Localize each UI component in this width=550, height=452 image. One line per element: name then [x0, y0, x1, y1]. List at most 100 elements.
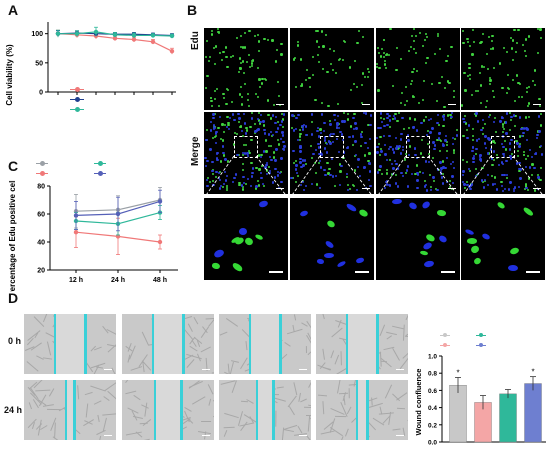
blue-nucleus	[364, 141, 367, 145]
panel-a-legend-swatch	[70, 106, 84, 112]
green-nucleus	[539, 28, 542, 31]
green-nucleus	[342, 40, 345, 43]
green-nucleus	[348, 188, 352, 191]
cell-texture	[46, 409, 61, 411]
green-nucleus	[220, 160, 223, 163]
blue-nucleus	[206, 185, 209, 188]
green-nucleus	[258, 78, 261, 81]
cell-texture	[317, 395, 327, 397]
green-nucleus	[332, 69, 335, 72]
green-nucleus	[217, 126, 220, 129]
edu-micrograph	[376, 28, 460, 110]
blue-nucleus-zoom	[423, 260, 435, 268]
green-nucleus	[256, 33, 259, 37]
blue-nucleus	[476, 120, 480, 123]
green-nucleus-zoom	[244, 236, 255, 247]
blue-nucleus	[444, 139, 447, 142]
green-nucleus	[498, 62, 501, 65]
green-nucleus-zoom	[325, 219, 336, 229]
blue-nucleus	[260, 155, 263, 159]
blue-nucleus	[241, 151, 245, 155]
green-nucleus	[353, 169, 356, 172]
green-nucleus	[523, 188, 526, 191]
blue-nucleus	[219, 187, 222, 190]
blue-nucleus	[318, 152, 321, 156]
green-nucleus	[480, 65, 484, 68]
green-nucleus	[430, 185, 433, 189]
blue-nucleus	[254, 130, 257, 133]
blue-nucleus	[216, 158, 219, 162]
green-nucleus	[339, 170, 342, 173]
blue-nucleus	[392, 167, 395, 170]
green-nucleus	[436, 33, 439, 36]
green-nucleus	[347, 113, 350, 116]
blue-nucleus	[427, 160, 431, 164]
green-nucleus	[438, 47, 441, 51]
cell-texture	[337, 380, 341, 394]
cell-texture	[321, 430, 336, 435]
green-nucleus	[317, 46, 320, 49]
green-nucleus	[242, 60, 245, 63]
scale-bar	[276, 103, 284, 105]
blue-nucleus	[450, 112, 454, 115]
cell-texture	[142, 419, 152, 427]
blue-nucleus	[347, 146, 350, 149]
green-nucleus	[256, 95, 259, 98]
blue-nucleus	[525, 127, 528, 130]
green-nucleus	[502, 46, 505, 49]
green-nucleus	[296, 174, 299, 177]
panel-c-legend-swatch	[94, 160, 106, 166]
cell-texture	[124, 380, 130, 384]
blue-nucleus-zoom	[438, 233, 448, 243]
green-nucleus	[213, 98, 216, 101]
blue-nucleus	[354, 153, 358, 157]
blue-nucleus	[320, 153, 323, 156]
wound-image-0h	[122, 314, 214, 374]
green-nucleus	[243, 71, 246, 74]
green-nucleus	[377, 47, 380, 50]
green-nucleus	[415, 69, 418, 72]
green-nucleus	[414, 172, 417, 176]
blue-nucleus	[416, 186, 419, 190]
green-nucleus	[445, 60, 448, 63]
blue-nucleus	[412, 126, 415, 129]
cell-texture	[193, 316, 199, 324]
green-nucleus	[271, 39, 274, 42]
blue-nucleus	[283, 145, 286, 148]
blue-nucleus-zoom	[323, 253, 334, 259]
green-nucleus	[241, 46, 244, 49]
cell-texture	[42, 314, 50, 322]
panel-d-ytick-label: 0.8	[428, 371, 437, 378]
cell-texture	[102, 413, 116, 417]
blue-nucleus	[484, 135, 487, 138]
green-nucleus	[489, 141, 492, 144]
blue-nucleus	[487, 152, 490, 155]
green-nucleus	[240, 96, 243, 99]
green-nucleus	[523, 154, 526, 157]
green-nucleus	[415, 164, 418, 167]
blue-nucleus	[205, 178, 208, 182]
green-nucleus	[221, 123, 224, 126]
blue-nucleus	[376, 151, 379, 154]
green-nucleus	[525, 116, 528, 119]
blue-nucleus	[211, 161, 214, 164]
blue-nucleus	[520, 135, 523, 138]
blue-nucleus	[262, 150, 266, 153]
green-nucleus	[319, 128, 322, 131]
green-nucleus	[481, 181, 484, 184]
cell-texture	[89, 385, 106, 392]
blue-nucleus	[394, 136, 398, 139]
scale-bar	[448, 103, 456, 105]
green-nucleus	[377, 142, 380, 145]
blue-nucleus	[505, 112, 509, 115]
green-nucleus	[210, 100, 213, 103]
green-nucleus	[247, 150, 250, 153]
scale-bar	[362, 103, 370, 105]
green-nucleus	[258, 85, 262, 88]
green-nucleus	[494, 176, 497, 179]
green-nucleus	[525, 86, 528, 89]
cell-texture	[93, 400, 102, 406]
blue-nucleus	[343, 151, 346, 154]
green-nucleus	[511, 39, 514, 42]
green-nucleus	[239, 46, 242, 49]
